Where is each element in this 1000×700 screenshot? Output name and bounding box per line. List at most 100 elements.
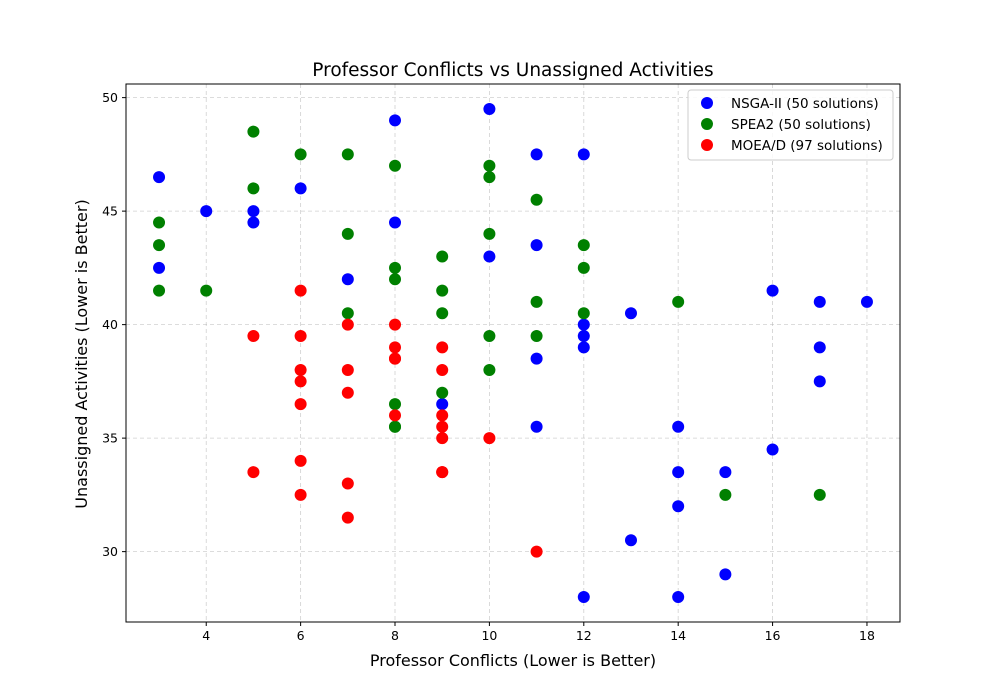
y-tick-label: 50 (102, 90, 118, 105)
point-moead (436, 420, 449, 433)
point-moead (294, 398, 307, 411)
point-nsga2 (860, 295, 873, 308)
axis-ticks: 4 6 8 10 12 14 16 18 30 35 40 45 50 (102, 90, 875, 643)
point-nsga2 (813, 341, 826, 354)
point-spea2 (436, 284, 449, 297)
point-spea2 (294, 148, 307, 161)
series-nsga2 (153, 102, 873, 604)
legend-label-nsga2: NSGA-II (50 solutions) (731, 96, 879, 112)
point-moead (294, 329, 307, 342)
point-spea2 (389, 420, 402, 433)
point-nsga2 (483, 102, 496, 115)
point-nsga2 (530, 148, 543, 161)
point-nsga2 (813, 375, 826, 388)
point-nsga2 (577, 329, 590, 342)
point-nsga2 (247, 216, 260, 229)
legend-marker-moead (701, 139, 713, 151)
point-spea2 (389, 273, 402, 286)
point-moead (530, 545, 543, 558)
chart-title: Professor Conflicts vs Unassigned Activi… (312, 60, 713, 81)
point-spea2 (672, 295, 685, 308)
point-nsga2 (341, 273, 354, 286)
point-moead (341, 318, 354, 331)
y-tick-label: 40 (102, 317, 118, 332)
point-nsga2 (577, 591, 590, 604)
point-nsga2 (530, 352, 543, 365)
point-spea2 (153, 284, 166, 297)
y-tick-label: 35 (102, 431, 118, 446)
point-spea2 (389, 159, 402, 172)
legend-box (687, 89, 894, 161)
point-nsga2 (294, 182, 307, 195)
point-spea2 (247, 182, 260, 195)
point-moead (341, 364, 354, 377)
point-spea2 (389, 261, 402, 274)
data-points (153, 102, 873, 604)
point-nsga2 (672, 420, 685, 433)
point-nsga2 (153, 171, 166, 184)
point-nsga2 (530, 239, 543, 252)
point-moead (341, 386, 354, 399)
point-nsga2 (436, 398, 449, 411)
point-nsga2 (200, 205, 213, 218)
point-spea2 (483, 329, 496, 342)
legend-marker-spea2 (701, 118, 713, 130)
point-moead (341, 477, 354, 490)
point-nsga2 (719, 466, 732, 479)
x-tick-label: 10 (481, 628, 497, 643)
point-nsga2 (766, 443, 779, 456)
point-nsga2 (577, 341, 590, 354)
x-tick-label: 14 (670, 628, 686, 643)
point-moead (389, 341, 402, 354)
point-nsga2 (624, 307, 637, 320)
point-moead (389, 409, 402, 422)
point-moead (436, 341, 449, 354)
point-moead (247, 466, 260, 479)
point-spea2 (530, 193, 543, 206)
point-spea2 (247, 125, 260, 138)
point-nsga2 (389, 216, 402, 229)
point-nsga2 (672, 500, 685, 513)
series-spea2 (153, 125, 826, 501)
point-nsga2 (483, 250, 496, 263)
point-moead (294, 284, 307, 297)
point-nsga2 (577, 318, 590, 331)
point-moead (389, 352, 402, 365)
x-tick-label: 6 (297, 628, 305, 643)
point-nsga2 (624, 534, 637, 547)
x-tick-label: 16 (765, 628, 781, 643)
point-spea2 (719, 488, 732, 501)
point-nsga2 (247, 205, 260, 218)
point-nsga2 (813, 295, 826, 308)
point-nsga2 (766, 284, 779, 297)
point-spea2 (389, 398, 402, 411)
point-moead (294, 375, 307, 388)
point-spea2 (577, 307, 590, 320)
x-tick-label: 12 (576, 628, 592, 643)
point-spea2 (153, 239, 166, 252)
x-tick-label: 18 (859, 628, 875, 643)
point-spea2 (577, 261, 590, 274)
x-axis-label: Professor Conflicts (Lower is Better) (370, 651, 656, 670)
point-moead (294, 454, 307, 467)
legend: NSGA-II (50 solutions) SPEA2 (50 solutio… (687, 89, 894, 161)
point-moead (294, 364, 307, 377)
point-spea2 (341, 148, 354, 161)
legend-label-moead: MOEA/D (97 solutions) (731, 138, 883, 154)
point-nsga2 (577, 148, 590, 161)
legend-marker-nsga2 (701, 97, 713, 109)
legend-label-spea2: SPEA2 (50 solutions) (731, 117, 871, 133)
point-spea2 (813, 488, 826, 501)
point-moead (436, 432, 449, 445)
point-moead (436, 466, 449, 479)
point-moead (294, 488, 307, 501)
y-tick-label: 45 (102, 204, 118, 219)
y-axis-label: Unassigned Activities (Lower is Better) (72, 199, 91, 508)
point-spea2 (341, 307, 354, 320)
point-moead (389, 318, 402, 331)
point-spea2 (483, 227, 496, 240)
series-moead (247, 284, 543, 558)
y-tick-label: 30 (102, 544, 118, 559)
point-moead (247, 329, 260, 342)
point-moead (483, 432, 496, 445)
